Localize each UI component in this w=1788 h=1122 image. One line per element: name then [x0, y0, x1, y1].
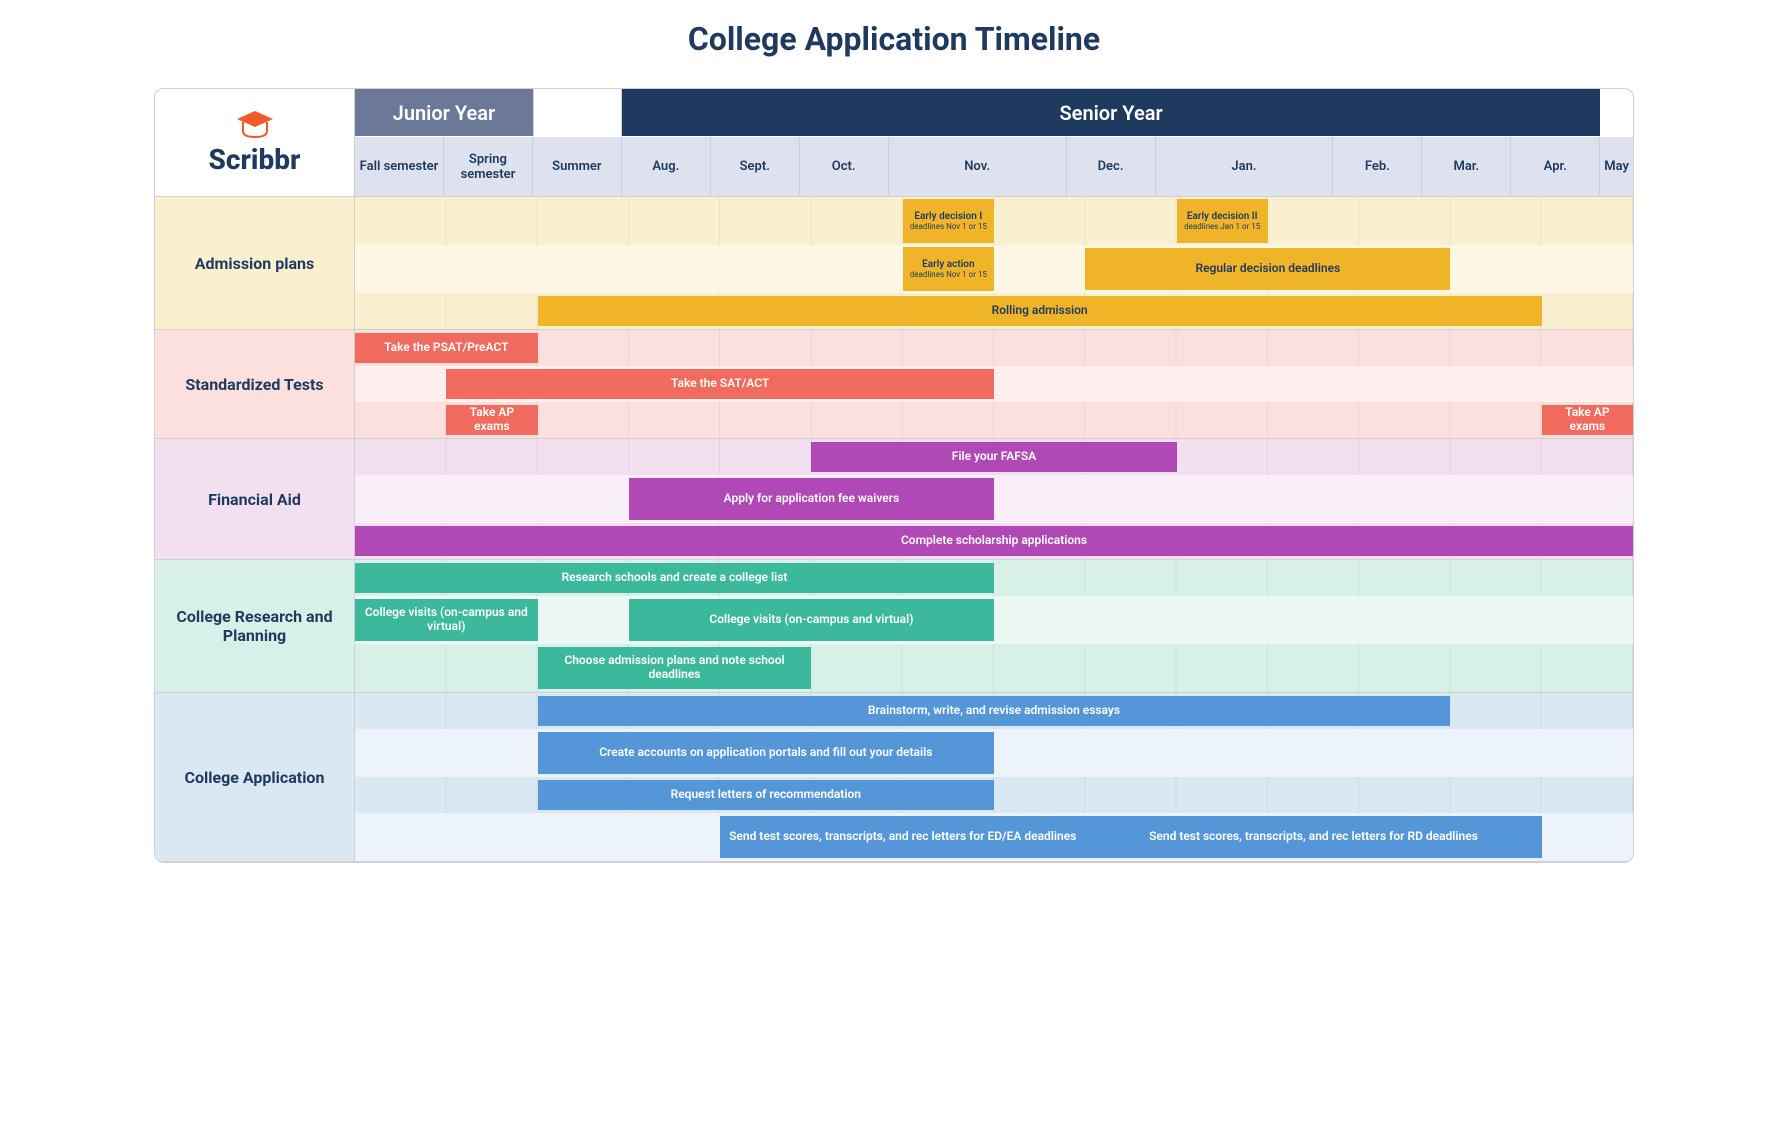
section-tests: Standardized TestsTake the PSAT/PreACT Ta… [155, 330, 1633, 439]
timeline-bar: College visits (on-campus and virtual) [355, 599, 538, 641]
timeline-bar: Complete scholarship applications [355, 526, 1633, 556]
lane: College visits (on-campus and virtual) Co… [355, 596, 1633, 644]
lane: Take the PSAT/PreACT [355, 330, 1633, 366]
lane: File your FAFSA [355, 439, 1633, 475]
timeline-bar: Research schools and create a college li… [355, 563, 994, 593]
lane: Send test scores, transcripts, and rec l… [355, 813, 1633, 861]
month-header: Oct. [800, 137, 889, 197]
timeline-header: Scribbr Junior Year Senior Year Fall semes… [155, 89, 1633, 197]
timeline-box: Early decision IIdeadlines Jan 1 or 15 [1177, 199, 1268, 243]
section-app: College Application Brainstorm, write, an… [155, 693, 1633, 862]
lane: Early decision Ideadlines Nov 1 or 15 Ear… [355, 197, 1633, 245]
lane: Rolling admission [355, 293, 1633, 329]
lane: Apply for application fee waivers [355, 475, 1633, 523]
section-label: College Research and Planning [155, 560, 355, 693]
timeline-bar: College visits (on-campus and virtual) [629, 599, 994, 641]
timeline-bar: Choose admission plans and note school d… [538, 647, 812, 689]
timeline-bar: Send test scores, transcripts, and rec l… [720, 816, 1085, 858]
section-label: College Application [155, 693, 355, 862]
month-header: Jan. [1156, 137, 1334, 197]
timeline-bar: Apply for application fee waivers [629, 478, 994, 520]
month-header: Fall semester [355, 137, 444, 197]
month-header: Dec. [1067, 137, 1156, 197]
section-admission: Admission plans Early decision Ideadlines… [155, 197, 1633, 330]
month-header: Feb. [1333, 137, 1422, 197]
timeline-box: Early decision Ideadlines Nov 1 or 15 [903, 199, 994, 243]
section-body: Brainstorm, write, and revise admission … [355, 693, 1633, 862]
timeline-bar: Rolling admission [538, 296, 1542, 326]
section-label: Financial Aid [155, 439, 355, 560]
month-header: May [1600, 137, 1633, 197]
timeline-bar: Take AP exams [446, 405, 537, 435]
lane: Complete scholarship applications [355, 523, 1633, 559]
year-header: Junior Year [355, 89, 533, 137]
page-title: College Application Timeline [154, 20, 1634, 58]
lane: Choose admission plans and note school d… [355, 644, 1633, 692]
timeline-bar: Take AP exams [1542, 405, 1633, 435]
timeline-bar: Create accounts on application portals a… [538, 732, 994, 774]
timeline-bar: Take the PSAT/PreACT [355, 333, 538, 363]
month-header: Sept. [711, 137, 800, 197]
lane: Request letters of recommendation [355, 777, 1633, 813]
section-body: Take the PSAT/PreACTTake the SAT/ACTTake… [355, 330, 1633, 439]
lane: Research schools and create a college li… [355, 560, 1633, 596]
section-label: Admission plans [155, 197, 355, 330]
section-aid: Financial Aid File your FAFSA Apply for ap… [155, 439, 1633, 560]
month-header: Mar. [1422, 137, 1511, 197]
brand-name: Scribbr [209, 143, 301, 176]
timeline-box: Early actiondeadlines Nov 1 or 15 [903, 247, 994, 291]
month-header: Summer [533, 137, 622, 197]
lane: Take AP exams Take AP exams [355, 402, 1633, 438]
month-header: Nov. [889, 137, 1067, 197]
timeline-bar: Request letters of recommendation [538, 780, 994, 810]
lane: Take the SAT/ACT [355, 366, 1633, 402]
month-header: Spring semester [444, 137, 533, 197]
graduation-cap-icon [235, 109, 275, 141]
section-research: College Research and PlanningResearch sc… [155, 560, 1633, 693]
section-body: Research schools and create a college li… [355, 560, 1633, 693]
year-header: Senior Year [622, 89, 1600, 137]
year-header [533, 89, 622, 137]
section-label: Standardized Tests [155, 330, 355, 439]
month-header: Aug. [622, 137, 711, 197]
section-body: Early decision Ideadlines Nov 1 or 15Ear… [355, 197, 1633, 330]
timeline-bar: Send test scores, transcripts, and rec l… [1085, 816, 1541, 858]
timeline-container: College Application Timeline Scribbr Jun… [154, 20, 1634, 863]
brand-logo: Scribbr [155, 89, 355, 197]
timeline-bar: File your FAFSA [811, 442, 1176, 472]
lane: Regular decision deadlines Early actionde… [355, 245, 1633, 293]
timeline-grid: Scribbr Junior Year Senior Year Fall semes… [154, 88, 1634, 863]
timeline-bar: Brainstorm, write, and revise admission … [538, 696, 1451, 726]
timeline-bar: Regular decision deadlines [1085, 248, 1450, 290]
lane: Brainstorm, write, and revise admission … [355, 693, 1633, 729]
section-body: File your FAFSA Apply for application fee… [355, 439, 1633, 560]
timeline-bar: Take the SAT/ACT [446, 369, 994, 399]
month-header: Apr. [1511, 137, 1600, 197]
lane: Create accounts on application portals a… [355, 729, 1633, 777]
